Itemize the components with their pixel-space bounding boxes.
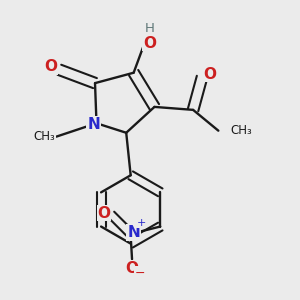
- Text: O: O: [203, 67, 216, 82]
- Text: H: H: [145, 22, 155, 34]
- Text: CH₃: CH₃: [230, 124, 252, 137]
- Text: O: O: [97, 206, 110, 221]
- Text: N: N: [87, 117, 100, 132]
- Text: CH₃: CH₃: [33, 130, 55, 143]
- Text: N: N: [127, 225, 140, 240]
- Text: O: O: [44, 59, 58, 74]
- Text: −: −: [135, 267, 146, 280]
- Text: O: O: [143, 35, 156, 50]
- Text: +: +: [137, 218, 146, 228]
- Text: O: O: [125, 261, 139, 276]
